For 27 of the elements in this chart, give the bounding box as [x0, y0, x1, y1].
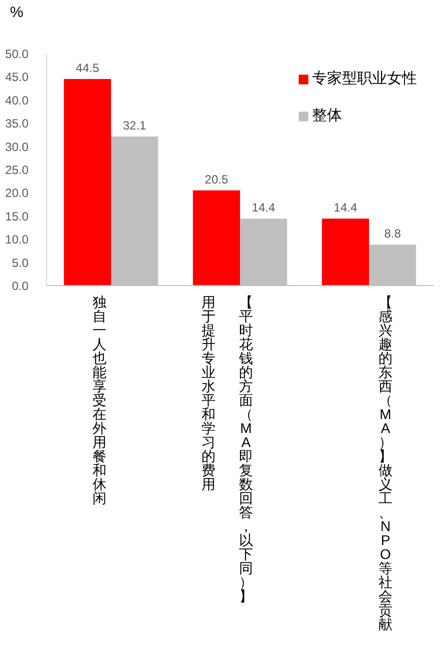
bar [64, 79, 111, 286]
category-label: 【感兴趣的东西（MA）】做义工、NPO等社会贡献 [378, 294, 392, 632]
legend-label: 专家型职业女性 [312, 69, 417, 88]
y-tick-label: 0.0 [12, 279, 29, 293]
bar [192, 190, 240, 286]
y-axis-title: % [10, 4, 24, 22]
y-tick-label: 20.0 [5, 186, 29, 200]
text: 【平时花钱的方面（MA即复数回答，以下同）】 [239, 294, 253, 604]
legend-label: 整体 [312, 106, 342, 125]
category-label: 用于提升专业水平和学习的费用 [202, 294, 216, 492]
data-label: 44.5 [76, 61, 100, 76]
bar [322, 218, 369, 286]
y-tick-label: 25.0 [5, 163, 29, 177]
data-label: 14.4 [252, 200, 276, 215]
y-tick-label: 10.0 [5, 232, 29, 247]
data-label: 8.8 [384, 226, 402, 241]
data-label: 20.5 [204, 172, 228, 186]
y-tick-label: 45.0 [5, 70, 29, 84]
category-label: 独自一人也能享受在外用餐和休闲 [92, 294, 106, 506]
y-tick-label: 35.0 [5, 116, 29, 131]
y-tick-label: 30.0 [5, 140, 29, 154]
y-tick-label: 40.0 [5, 93, 29, 108]
y-tick-label: 5.0 [12, 256, 29, 270]
data-label: 32.1 [122, 118, 147, 133]
y-tick-label: 15.0 [5, 209, 29, 224]
data-label: 14.4 [334, 200, 358, 215]
y-tick-label: 50.0 [5, 47, 29, 61]
